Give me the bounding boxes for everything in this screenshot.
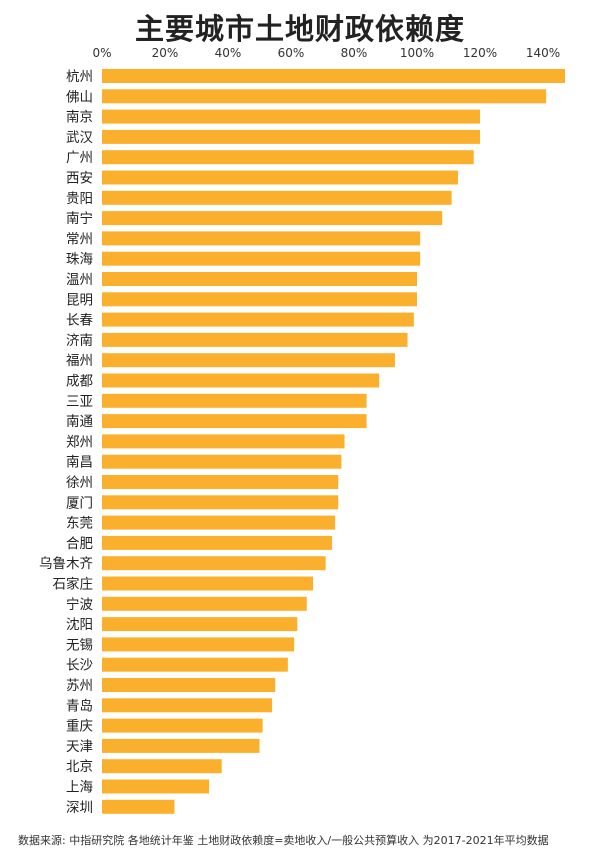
category-label: 徐州 (66, 475, 93, 491)
category-label: 温州 (66, 272, 93, 288)
category-label: 西安 (66, 171, 93, 187)
bar (102, 129, 480, 144)
category-label: 福州 (66, 353, 93, 369)
category-label: 贵阳 (66, 191, 93, 207)
bar (102, 495, 339, 510)
bar (102, 779, 210, 794)
bar (102, 678, 276, 692)
bar (102, 292, 417, 307)
bar (102, 231, 421, 246)
category-label: 郑州 (66, 434, 93, 450)
bar (102, 312, 414, 327)
x-tick-label: 0% (92, 46, 111, 60)
bar (102, 515, 336, 530)
category-label: 东莞 (66, 516, 93, 532)
bar (102, 657, 288, 672)
bar (102, 556, 326, 571)
category-label: 珠海 (66, 252, 93, 268)
bar (102, 272, 417, 286)
bar (102, 150, 474, 165)
category-label: 南通 (66, 414, 93, 430)
bar (102, 393, 367, 408)
bar (102, 799, 175, 814)
bar (102, 596, 307, 611)
category-label: 济南 (66, 333, 93, 349)
category-label: 石家庄 (53, 576, 94, 593)
y-axis-categories: 杭州佛山南京武汉广州西安贵阳南宁常州珠海温州昆明长春济南福州成都三亚南通郑州南昌… (39, 69, 93, 816)
bar (102, 617, 298, 632)
category-label: 成都 (66, 374, 93, 390)
bar (102, 414, 367, 429)
bar (102, 698, 273, 713)
category-label: 深圳 (66, 800, 93, 816)
category-label: 广州 (66, 150, 93, 166)
bar (102, 759, 222, 774)
category-label: 沈阳 (66, 617, 93, 633)
x-tick-label: 40% (215, 46, 242, 60)
bar (102, 373, 380, 388)
category-label: 乌鲁木齐 (39, 556, 93, 572)
category-label: 三亚 (66, 394, 93, 410)
source-note: 数据来源: 中指研究院 各地统计年鉴 土地财政依赖度=卖地收入/一般公共预算收入… (18, 834, 549, 847)
category-label: 长沙 (66, 658, 93, 674)
category-label: 宁波 (66, 596, 93, 613)
category-label: 厦门 (66, 495, 93, 511)
category-label: 杭州 (66, 69, 93, 85)
bar (102, 718, 263, 733)
bar (102, 109, 480, 124)
category-label: 武汉 (66, 130, 93, 146)
category-label: 无锡 (66, 637, 93, 653)
bar (102, 637, 295, 652)
bar (102, 475, 339, 489)
x-tick-label: 100% (400, 46, 434, 60)
bar (102, 211, 443, 226)
category-label: 常州 (66, 231, 93, 247)
category-label: 重庆 (66, 719, 93, 735)
category-label: 南宁 (66, 210, 93, 227)
category-label: 天津 (66, 739, 93, 755)
bar (102, 576, 314, 591)
category-label: 上海 (66, 780, 93, 796)
x-tick-label: 80% (341, 46, 368, 60)
x-tick-label: 140% (526, 46, 560, 60)
category-label: 南昌 (66, 455, 93, 471)
category-label: 长春 (66, 313, 93, 329)
category-label: 昆明 (66, 292, 93, 308)
x-axis-ticks: 0% 20% 40% 60% 80% 100% 120% 140% (92, 46, 560, 60)
bar (102, 69, 566, 83)
bar (102, 89, 547, 104)
category-label: 苏州 (66, 678, 93, 694)
bar (102, 170, 458, 185)
bar (102, 190, 452, 205)
bar (102, 353, 395, 368)
chart-title: 主要城市土地财政依赖度 (134, 12, 465, 46)
category-label: 佛山 (66, 89, 93, 105)
bars (102, 69, 566, 814)
x-tick-label: 20% (152, 46, 179, 60)
bar (102, 738, 260, 753)
bar (102, 332, 408, 347)
category-label: 青岛 (66, 698, 93, 714)
bar (102, 434, 345, 449)
bar (102, 251, 421, 266)
category-label: 北京 (66, 759, 93, 775)
category-label: 南京 (66, 110, 93, 126)
category-label: 合肥 (66, 536, 93, 552)
bar (102, 535, 332, 550)
x-tick-label: 60% (278, 46, 305, 60)
x-tick-label: 120% (463, 46, 497, 60)
bar (102, 454, 342, 469)
